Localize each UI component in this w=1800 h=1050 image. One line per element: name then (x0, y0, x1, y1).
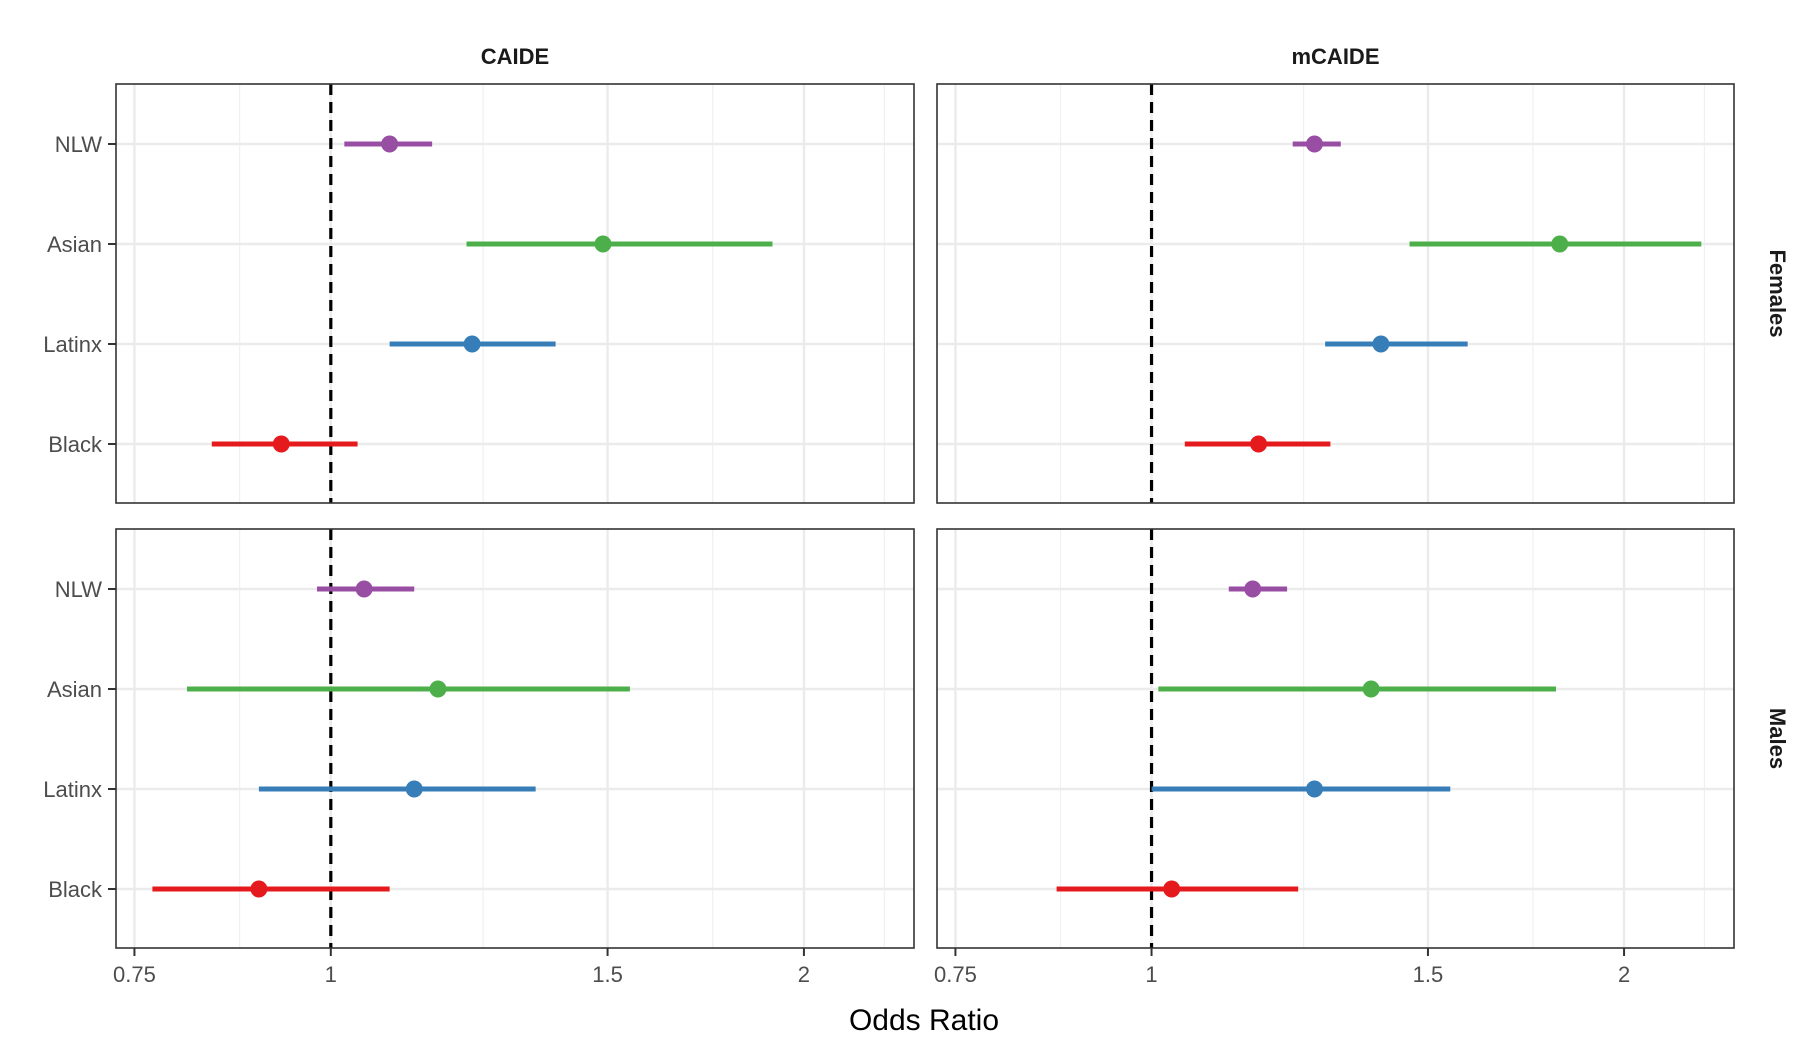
point-asian (1362, 680, 1380, 698)
x-axis-title: Odds Ratio (849, 1004, 999, 1037)
panel-caide-males: NLW Asian Latinx Black 0.75 1 1.5 2 (43, 528, 915, 987)
y-tick-label-nlw: NLW (55, 577, 102, 602)
x-tick-label: 0.75 (934, 962, 977, 987)
point-asian (1551, 235, 1569, 253)
x-tick-label: 2 (1618, 962, 1630, 987)
x-tick-label: 1 (1145, 962, 1157, 987)
panels-layer: CAIDE mCAIDE Females Males NLW Asian Latinx Bla… (43, 44, 1790, 987)
point-nlw (1244, 580, 1262, 598)
x-tick-label: 1 (325, 962, 337, 987)
y-tick-label-asian: Asian (47, 232, 102, 257)
x-tick-label: 0.75 (113, 962, 156, 987)
x-tick-label: 2 (798, 962, 810, 987)
point-latinx (1372, 335, 1390, 353)
panel-border (936, 83, 1735, 504)
y-tick-label-black: Black (48, 877, 103, 902)
panel-border (936, 528, 1735, 949)
point-black (1250, 435, 1268, 453)
row-strip-males: Males (1765, 708, 1790, 769)
point-nlw (355, 580, 373, 598)
panel-caide-females: NLW Asian Latinx Black (43, 83, 915, 504)
column-strip-mcaide: mCAIDE (1291, 44, 1379, 69)
point-asian (429, 680, 447, 698)
point-nlw (381, 135, 399, 153)
point-black (1163, 880, 1181, 898)
panel-border (115, 528, 915, 949)
panel-mcaide-females (936, 83, 1735, 504)
point-latinx (463, 335, 481, 353)
point-asian (594, 235, 612, 253)
y-tick-label-asian: Asian (47, 677, 102, 702)
column-strip-caide: CAIDE (481, 44, 549, 69)
y-tick-label-nlw: NLW (55, 132, 102, 157)
row-strip-females: Females (1765, 249, 1790, 337)
y-tick-label-latinx: Latinx (43, 777, 102, 802)
point-black (250, 880, 268, 898)
point-nlw (1305, 135, 1323, 153)
point-latinx (1305, 780, 1323, 798)
point-latinx (405, 780, 423, 798)
panel-border (115, 83, 915, 504)
x-tick-label: 1.5 (1413, 962, 1444, 987)
x-tick-label: 1.5 (592, 962, 623, 987)
panel-mcaide-males: 0.75 1 1.5 2 (934, 528, 1735, 987)
y-tick-label-latinx: Latinx (43, 332, 102, 357)
y-tick-label-black: Black (48, 432, 103, 457)
point-black (272, 435, 290, 453)
